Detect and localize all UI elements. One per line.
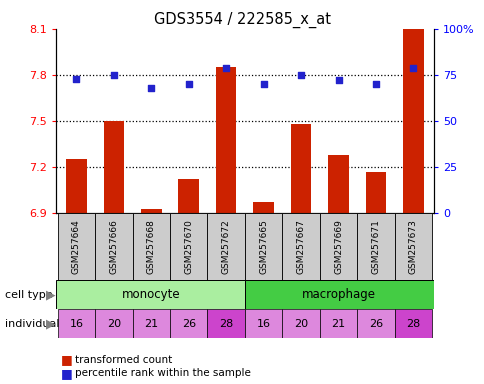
Text: transformed count: transformed count — [75, 355, 172, 365]
Text: 21: 21 — [144, 318, 158, 329]
Bar — [132, 309, 170, 338]
Point — [147, 85, 155, 91]
Text: GSM257664: GSM257664 — [72, 219, 81, 274]
Bar — [328, 155, 348, 213]
Bar — [244, 309, 282, 338]
Point — [72, 76, 80, 82]
Text: GSM257665: GSM257665 — [258, 219, 268, 274]
Text: ■: ■ — [60, 353, 72, 366]
Bar — [95, 309, 132, 338]
Bar — [56, 280, 244, 309]
Bar — [103, 121, 124, 213]
Text: GSM257671: GSM257671 — [371, 219, 380, 274]
Text: 21: 21 — [331, 318, 345, 329]
Point — [334, 77, 342, 83]
Text: 20: 20 — [293, 318, 307, 329]
Text: 20: 20 — [106, 318, 121, 329]
Point — [110, 72, 118, 78]
Text: GSM257667: GSM257667 — [296, 219, 305, 274]
Text: 26: 26 — [182, 318, 196, 329]
Text: ▶: ▶ — [46, 317, 56, 330]
Bar — [207, 309, 244, 338]
Bar — [207, 213, 244, 280]
Bar — [365, 172, 386, 213]
Point — [371, 81, 379, 87]
Bar — [319, 213, 357, 280]
Text: 16: 16 — [69, 318, 83, 329]
Text: 28: 28 — [406, 318, 420, 329]
Point — [184, 81, 192, 87]
Bar — [132, 213, 170, 280]
Text: GSM257673: GSM257673 — [408, 219, 417, 274]
Bar — [282, 213, 319, 280]
Point — [297, 72, 304, 78]
Text: GSM257672: GSM257672 — [221, 219, 230, 274]
Text: GSM257666: GSM257666 — [109, 219, 118, 274]
Bar — [170, 213, 207, 280]
Bar — [394, 309, 431, 338]
Text: macrophage: macrophage — [301, 288, 375, 301]
Bar — [357, 213, 394, 280]
Bar — [357, 309, 394, 338]
Text: individual: individual — [5, 318, 59, 329]
Text: 28: 28 — [219, 318, 233, 329]
Point — [222, 65, 229, 71]
Bar — [244, 213, 282, 280]
Bar — [402, 29, 423, 213]
Bar — [178, 179, 198, 213]
Bar — [290, 124, 311, 213]
Bar — [244, 280, 433, 309]
Bar — [66, 159, 87, 213]
Point — [409, 65, 417, 71]
Text: 16: 16 — [256, 318, 270, 329]
Point — [259, 81, 267, 87]
Text: ▶: ▶ — [46, 288, 56, 301]
Bar — [319, 309, 357, 338]
Bar — [394, 213, 431, 280]
Text: GSM257668: GSM257668 — [147, 219, 155, 274]
Bar — [253, 202, 273, 213]
Text: GSM257669: GSM257669 — [333, 219, 342, 274]
Text: cell type: cell type — [5, 290, 52, 300]
Text: ■: ■ — [60, 367, 72, 380]
Bar — [215, 67, 236, 213]
Text: 26: 26 — [368, 318, 382, 329]
Bar — [282, 309, 319, 338]
Text: percentile rank within the sample: percentile rank within the sample — [75, 368, 251, 378]
Bar — [58, 213, 95, 280]
Bar — [58, 309, 95, 338]
Text: GSM257670: GSM257670 — [184, 219, 193, 274]
Bar — [170, 309, 207, 338]
Text: GDS3554 / 222585_x_at: GDS3554 / 222585_x_at — [154, 12, 330, 28]
Bar — [141, 209, 161, 213]
Bar — [95, 213, 132, 280]
Text: monocyte: monocyte — [121, 288, 180, 301]
